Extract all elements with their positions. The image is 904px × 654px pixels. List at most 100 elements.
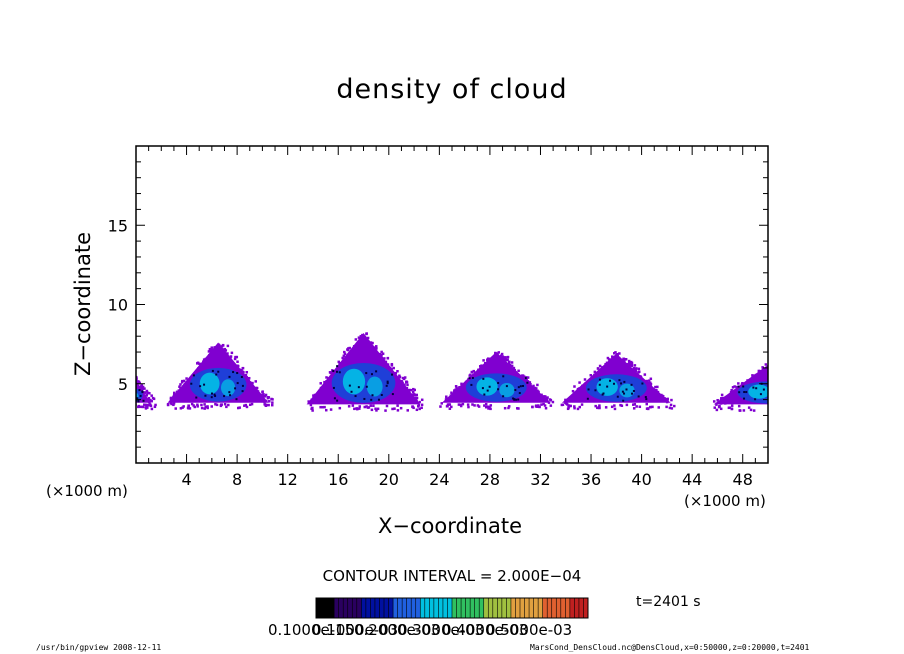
cloud-core-speckle [514, 389, 517, 392]
colorbar-segment [583, 598, 589, 618]
cloud-speckle [414, 400, 418, 404]
cloud-speckle [505, 365, 508, 369]
cloud-speckle [808, 387, 811, 390]
cloud-speckle [144, 391, 147, 394]
cloud-speckle [730, 388, 733, 392]
cloud-speckle [454, 390, 457, 393]
cloud-core-speckle [142, 399, 145, 402]
cloud-speckle [346, 356, 349, 359]
cloud-speckle [450, 395, 454, 398]
cloud-speckle [128, 404, 131, 407]
cloud-speckle [150, 399, 153, 403]
cloud-speckle [190, 376, 194, 379]
cloud-speckle [175, 390, 179, 394]
cloud-speckle [338, 361, 341, 365]
cloud-core-speckle [371, 394, 374, 397]
cloud-speckle [804, 388, 807, 391]
cloud-speckle [390, 368, 393, 371]
contour-interval: CONTOUR INTERVAL = 2.000E−04 [322, 567, 582, 585]
cloud-speckle [119, 399, 122, 402]
cloud-speckle [319, 395, 322, 398]
cloud-speckle [407, 390, 411, 393]
cloud-speckle [214, 350, 218, 353]
cloud-speckle [498, 355, 501, 359]
cloud-speckle [244, 377, 247, 381]
cloud-speckle [769, 406, 772, 409]
colorbar-segment [325, 598, 331, 618]
cloud-speckle [473, 371, 477, 374]
cloud-speckle [209, 353, 213, 357]
cloud-speckle [204, 405, 207, 409]
x-tick-label: 48 [733, 470, 753, 489]
cloud-core-speckle [620, 382, 623, 385]
cloud-speckle [503, 406, 507, 410]
cloud-speckle [127, 404, 130, 407]
cloud-speckle [627, 359, 631, 363]
cloud-speckle [379, 353, 383, 357]
cloud-core-speckle [587, 388, 590, 391]
cloud-speckle [113, 403, 116, 406]
cloud-speckle [578, 392, 582, 396]
cloud-speckle [254, 380, 258, 383]
cloud-speckle [132, 405, 135, 408]
cloud-speckle [322, 385, 326, 389]
cloud-speckle [765, 367, 768, 370]
cloud-speckle [793, 386, 796, 389]
cloud-speckle [712, 400, 716, 403]
cloud-speckle [785, 378, 788, 381]
cloud-core-speckle [637, 395, 640, 398]
cloud-core-speckle [468, 377, 471, 380]
cloud-speckle [534, 405, 538, 408]
cloud-speckle [210, 346, 214, 349]
cloud-core-speckle [332, 370, 335, 373]
cloud-speckle [581, 384, 584, 388]
time-label: t=2401 s [636, 594, 701, 610]
cloud-speckle [795, 389, 798, 392]
cloud-speckle [657, 406, 661, 409]
cloud-speckle [825, 402, 828, 405]
cloud-core-speckle [612, 382, 615, 385]
cloud-core-speckle [470, 383, 473, 386]
cloud-speckle [177, 398, 180, 402]
cloud-speckle [759, 373, 763, 376]
cloud-speckle [211, 348, 215, 352]
cloud-speckle [187, 404, 190, 407]
cloud-speckle [415, 393, 419, 397]
cloud-speckle [319, 382, 322, 385]
cloud-speckle [394, 371, 398, 375]
cloud-core-speckle [129, 394, 131, 396]
cloud-speckle [774, 370, 777, 373]
cloud-speckle [803, 390, 806, 393]
cloud-speckle [143, 398, 146, 401]
cloud-speckle [521, 378, 524, 381]
cloud-speckle [719, 398, 723, 402]
cloud-speckle [784, 375, 787, 378]
cloud-speckle [481, 370, 485, 373]
cloud-speckle [799, 405, 802, 408]
cloud-speckle [793, 409, 796, 412]
cloud-core-speckle [737, 385, 740, 388]
cloud-speckle [367, 345, 371, 349]
cloud-core-speckle [481, 387, 484, 390]
cloud-speckle [218, 349, 221, 352]
cloud-speckle [386, 357, 390, 360]
cloud-core-speckle [370, 398, 373, 401]
cloud-speckle [116, 403, 119, 406]
cloud-speckle [473, 376, 476, 379]
cloud-speckle [118, 398, 121, 401]
cloud-core-speckle [773, 397, 775, 399]
cloud-speckle [253, 387, 256, 391]
cloud-speckle [507, 405, 511, 408]
cloud-core-speckle [515, 398, 518, 401]
x-tick-label: 36 [581, 470, 601, 489]
cloud-speckle [777, 368, 780, 371]
colorbar-label: 0.1000e-15 [268, 621, 355, 639]
cloud-speckle [227, 361, 231, 365]
cloud-speckle [815, 401, 818, 404]
cloud-speckle [241, 366, 245, 370]
cloud-speckle [179, 386, 182, 390]
cloud-speckle [618, 352, 621, 355]
cloud-speckle [410, 388, 413, 392]
cloud-speckle [760, 375, 763, 378]
x-tick-label: 24 [429, 470, 449, 489]
